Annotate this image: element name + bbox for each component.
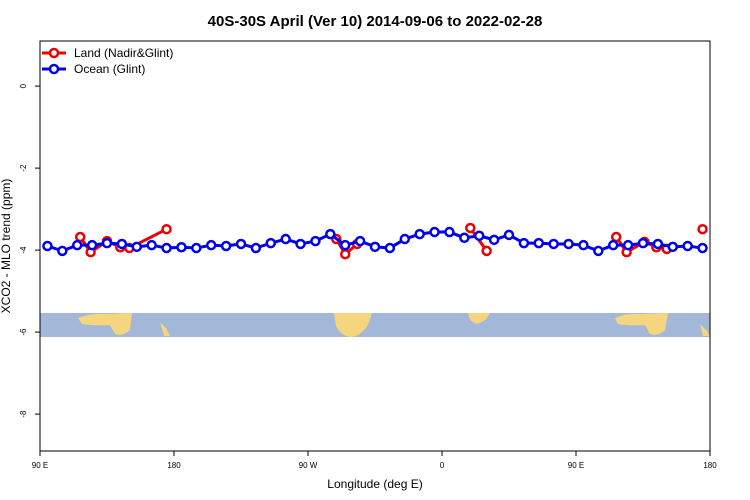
x-tick-label: 90 W [299, 461, 318, 470]
legend-label: Land (Nadir&Glint) [74, 46, 173, 60]
data-point [86, 239, 98, 251]
data-point [637, 237, 649, 249]
y-tick-label: -6 [19, 328, 28, 336]
data-point [161, 242, 172, 254]
map-strip [40, 313, 710, 337]
data-point [444, 226, 455, 238]
data-point [697, 242, 708, 254]
data-point [503, 229, 515, 241]
y-tick-label: -2 [19, 164, 28, 172]
data-point [607, 239, 619, 251]
legend-label: Ocean (Glint) [74, 62, 145, 76]
data-point [399, 233, 411, 245]
x-tick-label: 90 E [32, 461, 48, 470]
data-point [74, 231, 86, 243]
data-point [610, 231, 622, 243]
data-point [518, 237, 530, 249]
data-point [481, 245, 492, 257]
data-point [548, 238, 559, 250]
data-point [465, 222, 476, 234]
y-tick-label: -4 [19, 246, 28, 254]
data-point [682, 240, 693, 252]
data-point [622, 239, 634, 251]
data-point [563, 238, 574, 250]
data-point [42, 240, 53, 252]
x-tick-label: 0 [440, 461, 445, 470]
x-axis-label: Longitude (deg E) [327, 477, 422, 491]
data-point [339, 248, 351, 260]
data-point [205, 239, 217, 251]
data-point [280, 233, 291, 245]
legend-marker [48, 47, 60, 59]
data-point [384, 242, 396, 254]
data-point [667, 241, 679, 253]
x-tick-label: 90 E [568, 461, 584, 470]
data-point [310, 235, 321, 247]
data-point [57, 245, 68, 257]
data-point [578, 239, 589, 251]
plot-frame [39, 40, 711, 452]
data-point [116, 238, 128, 250]
data-point [146, 239, 157, 251]
data-point [71, 239, 83, 251]
data-point [220, 240, 232, 252]
y-tick-label: 0 [19, 83, 28, 88]
data-point [459, 232, 470, 244]
data-point [697, 223, 708, 235]
data-point [429, 226, 440, 238]
data-point [265, 237, 277, 249]
y-axis-label: XCO2 - MLO trend (ppm) [0, 179, 13, 314]
data-point [191, 242, 202, 254]
data-point [414, 228, 425, 240]
data-point [652, 238, 664, 250]
data-point [593, 245, 604, 257]
data-point [250, 242, 262, 254]
chart-title: 40S-30S April (Ver 10) 2014-09-06 to 202… [208, 13, 543, 30]
x-tick-label: 180 [167, 461, 181, 470]
x-tick-label: 180 [703, 461, 717, 470]
data-point [533, 237, 545, 249]
legend-marker [48, 63, 60, 75]
data-point [295, 238, 306, 250]
data-point [235, 238, 247, 250]
data-point [473, 230, 485, 241]
data-point [325, 228, 336, 240]
data-point [176, 241, 187, 253]
data-point [161, 223, 172, 235]
data-point [369, 241, 381, 253]
data-point [339, 239, 351, 251]
y-tick-label: -8 [19, 410, 28, 418]
data-point [488, 234, 500, 246]
data-point [101, 237, 113, 249]
data-point [354, 235, 366, 247]
data-point [131, 241, 143, 253]
legend: Land (Nadir&Glint) Ocean (Glint) [42, 46, 173, 76]
